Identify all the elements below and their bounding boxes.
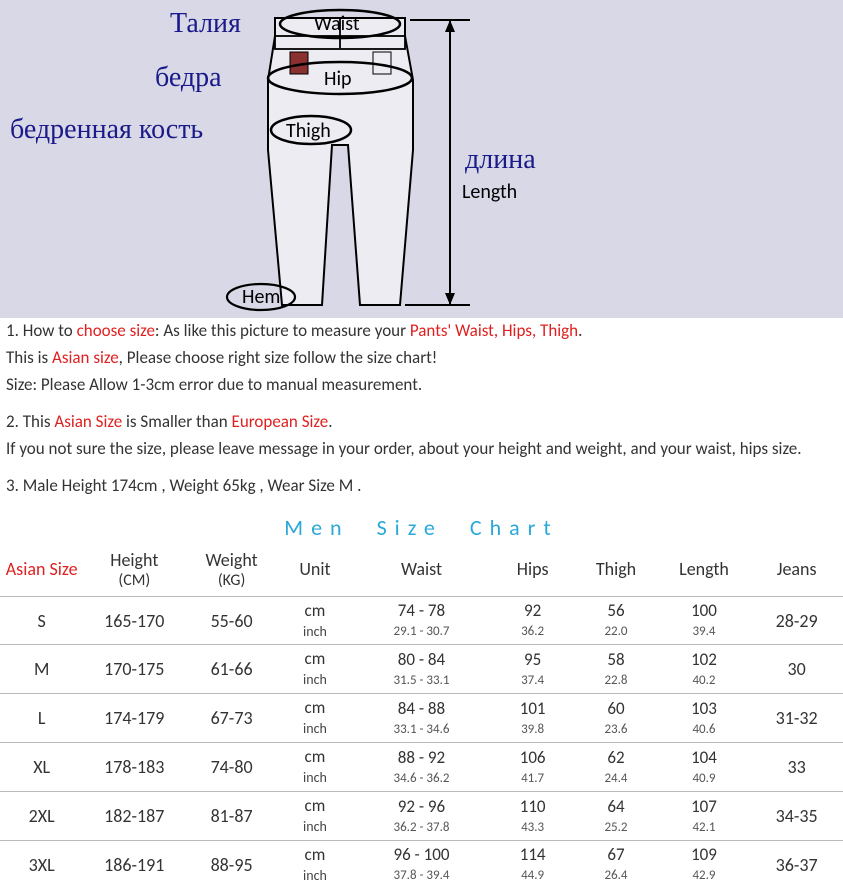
cell-height: 174-179 xyxy=(83,694,185,743)
cell-thigh: 6425.2 xyxy=(574,791,657,840)
label-hip-en: Hip xyxy=(324,67,352,91)
cell-length: 10742.1 xyxy=(658,791,751,840)
note-2-line-2: If you not sure the size, please leave m… xyxy=(6,438,837,461)
cell-hips: 11444.9 xyxy=(491,840,574,888)
cell-waist: 74 - 7829.1 - 30.7 xyxy=(352,596,491,645)
cell-hips: 10139.8 xyxy=(491,694,574,743)
table-row: 2XL182-18781-87cminch92 - 9636.2 - 37.81… xyxy=(0,791,843,840)
col-length: Length xyxy=(658,543,751,597)
cell-jeans: 34-35 xyxy=(750,791,843,840)
cell-size: M xyxy=(0,645,83,694)
cell-size: S xyxy=(0,596,83,645)
cell-unit: cminch xyxy=(278,840,352,888)
label-thigh-en: Thigh xyxy=(286,119,331,143)
label-length-en: Length xyxy=(462,180,517,204)
cell-thigh: 5822.8 xyxy=(574,645,657,694)
table-row: S165-17055-60cminch74 - 7829.1 - 30.7923… xyxy=(0,596,843,645)
instruction-notes: 1. How to choose size: As like this pict… xyxy=(0,318,843,510)
cell-waist: 84 - 8833.1 - 34.6 xyxy=(352,694,491,743)
cell-thigh: 6023.6 xyxy=(574,694,657,743)
cell-waist: 80 - 8431.5 - 33.1 xyxy=(352,645,491,694)
cell-height: 178-183 xyxy=(83,743,185,792)
cell-unit: cminch xyxy=(278,791,352,840)
note-1-line-1: 1. How to choose size: As like this pict… xyxy=(6,320,837,343)
col-hips: Hips xyxy=(491,543,574,597)
cell-unit: cminch xyxy=(278,743,352,792)
cell-jeans: 28-29 xyxy=(750,596,843,645)
table-row: L174-17967-73cminch84 - 8833.1 - 34.6101… xyxy=(0,694,843,743)
cell-hips: 9236.2 xyxy=(491,596,574,645)
cell-jeans: 36-37 xyxy=(750,840,843,888)
cell-height: 170-175 xyxy=(83,645,185,694)
cell-hips: 10641.7 xyxy=(491,743,574,792)
cell-weight: 88-95 xyxy=(185,840,278,888)
col-jeans: Jeans xyxy=(750,543,843,597)
cell-thigh: 5622.0 xyxy=(574,596,657,645)
col-asian-size: Asian Size xyxy=(0,543,83,597)
label-waist-ru: Талия xyxy=(170,8,241,39)
label-length-ru: длина xyxy=(465,144,536,175)
col-weight: Weight(KG) xyxy=(185,543,278,597)
cell-height: 165-170 xyxy=(83,596,185,645)
cell-size: L xyxy=(0,694,83,743)
table-row: 3XL186-19188-95cminch96 - 10037.8 - 39.4… xyxy=(0,840,843,888)
col-waist: Waist xyxy=(352,543,491,597)
col-thigh: Thigh xyxy=(574,543,657,597)
cell-length: 10039.4 xyxy=(658,596,751,645)
cell-unit: cminch xyxy=(278,596,352,645)
table-row: XL178-18374-80cminch88 - 9234.6 - 36.210… xyxy=(0,743,843,792)
cell-weight: 81-87 xyxy=(185,791,278,840)
cell-hips: 11043.3 xyxy=(491,791,574,840)
cell-jeans: 33 xyxy=(750,743,843,792)
cell-weight: 74-80 xyxy=(185,743,278,792)
label-waist-en: Waist xyxy=(314,12,360,36)
cell-length: 10942.9 xyxy=(658,840,751,888)
cell-hips: 9537.4 xyxy=(491,645,574,694)
cell-weight: 61-66 xyxy=(185,645,278,694)
cell-height: 186-191 xyxy=(83,840,185,888)
cell-weight: 67-73 xyxy=(185,694,278,743)
cell-length: 10440.9 xyxy=(658,743,751,792)
cell-jeans: 31-32 xyxy=(750,694,843,743)
cell-size: 3XL xyxy=(0,840,83,888)
label-hem-en: Hem xyxy=(242,285,280,309)
cell-size: XL xyxy=(0,743,83,792)
size-chart-table: Asian Size Height(CM) Weight(KG) Unit Wa… xyxy=(0,543,843,889)
chart-title: Men Size Chart xyxy=(0,510,843,543)
col-height: Height(CM) xyxy=(83,543,185,597)
col-unit: Unit xyxy=(278,543,352,597)
label-hip-ru: бедра xyxy=(155,62,222,93)
cell-waist: 88 - 9234.6 - 36.2 xyxy=(352,743,491,792)
cell-thigh: 6224.4 xyxy=(574,743,657,792)
measurement-diagram: Талия Waist бедра Hip бедренная кость Th… xyxy=(0,0,843,318)
cell-weight: 55-60 xyxy=(185,596,278,645)
note-2-line-1: 2. This Asian Size is Smaller than Europ… xyxy=(6,411,837,434)
cell-jeans: 30 xyxy=(750,645,843,694)
label-thigh-ru: бедренная кость xyxy=(10,114,203,145)
note-1-line-2: This is Asian size, Please choose right … xyxy=(6,347,837,370)
cell-length: 10240.2 xyxy=(658,645,751,694)
cell-waist: 92 - 9636.2 - 37.8 xyxy=(352,791,491,840)
cell-length: 10340.6 xyxy=(658,694,751,743)
cell-unit: cminch xyxy=(278,645,352,694)
cell-waist: 96 - 10037.8 - 39.4 xyxy=(352,840,491,888)
note-1-line-3: Size: Please Allow 1-3cm error due to ma… xyxy=(6,374,837,397)
table-row: M170-17561-66cminch80 - 8431.5 - 33.1953… xyxy=(0,645,843,694)
header-row: Asian Size Height(CM) Weight(KG) Unit Wa… xyxy=(0,543,843,597)
cell-size: 2XL xyxy=(0,791,83,840)
cell-unit: cminch xyxy=(278,694,352,743)
cell-height: 182-187 xyxy=(83,791,185,840)
note-3: 3. Male Height 174cm , Weight 65kg , Wea… xyxy=(6,475,837,498)
cell-thigh: 6726.4 xyxy=(574,840,657,888)
